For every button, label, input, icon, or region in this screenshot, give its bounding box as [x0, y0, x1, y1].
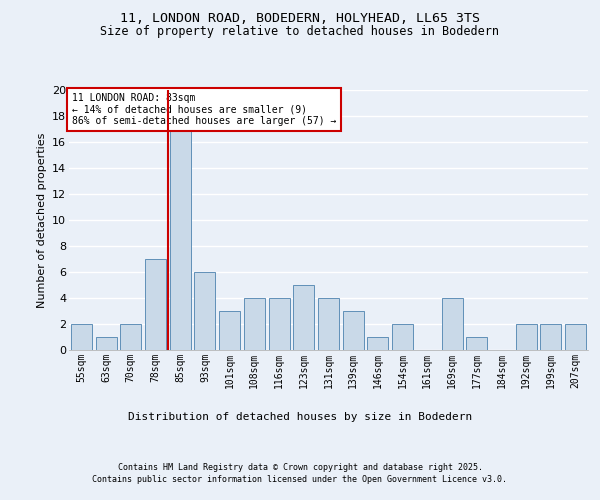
- Bar: [293, 285, 314, 350]
- Bar: [466, 337, 487, 350]
- Text: Contains public sector information licensed under the Open Government Licence v3: Contains public sector information licen…: [92, 475, 508, 484]
- Bar: [170, 129, 191, 350]
- Bar: [442, 298, 463, 350]
- Text: 11 LONDON ROAD: 83sqm
← 14% of detached houses are smaller (9)
86% of semi-detac: 11 LONDON ROAD: 83sqm ← 14% of detached …: [71, 92, 336, 126]
- Bar: [219, 311, 240, 350]
- Bar: [392, 324, 413, 350]
- Bar: [367, 337, 388, 350]
- Text: 11, LONDON ROAD, BODEDERN, HOLYHEAD, LL65 3TS: 11, LONDON ROAD, BODEDERN, HOLYHEAD, LL6…: [120, 12, 480, 26]
- Bar: [565, 324, 586, 350]
- Bar: [194, 272, 215, 350]
- Y-axis label: Number of detached properties: Number of detached properties: [37, 132, 47, 308]
- Bar: [516, 324, 537, 350]
- Bar: [95, 337, 116, 350]
- Bar: [318, 298, 339, 350]
- Bar: [343, 311, 364, 350]
- Bar: [120, 324, 141, 350]
- Bar: [145, 259, 166, 350]
- Bar: [244, 298, 265, 350]
- Bar: [71, 324, 92, 350]
- Bar: [541, 324, 562, 350]
- Bar: [269, 298, 290, 350]
- Text: Distribution of detached houses by size in Bodedern: Distribution of detached houses by size …: [128, 412, 472, 422]
- Text: Size of property relative to detached houses in Bodedern: Size of property relative to detached ho…: [101, 25, 499, 38]
- Text: Contains HM Land Registry data © Crown copyright and database right 2025.: Contains HM Land Registry data © Crown c…: [118, 462, 482, 471]
